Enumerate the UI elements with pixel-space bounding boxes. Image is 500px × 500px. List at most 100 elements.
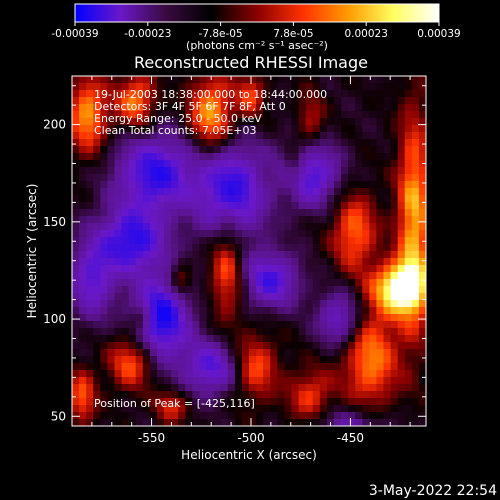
heatmap-cell (411, 181, 420, 189)
heatmap-cell (397, 335, 406, 343)
heatmap-cell (411, 216, 420, 224)
heatmap-cell (93, 328, 101, 336)
heatmap-cell (298, 314, 307, 322)
heatmap-cell (213, 279, 222, 287)
heatmap-cell (171, 125, 179, 133)
heatmap-cell (298, 356, 307, 364)
heatmap-cell (383, 265, 392, 273)
heatmap-cell (199, 300, 208, 308)
heatmap-cell (227, 209, 236, 217)
heatmap-cell (305, 139, 314, 147)
heatmap-cell (135, 377, 144, 385)
heatmap-cell (121, 244, 130, 252)
heatmap-cell (376, 419, 385, 426)
heatmap-cell (263, 342, 271, 350)
heatmap-cell (249, 356, 257, 364)
heatmap-cell (341, 104, 349, 112)
heatmap-cell (142, 125, 151, 133)
heatmap-cell (199, 139, 208, 147)
heatmap-cell (241, 230, 250, 238)
heatmap-cell (107, 328, 116, 336)
heatmap-cell (369, 139, 378, 147)
heatmap-cell (397, 307, 406, 315)
heatmap-cell (333, 307, 342, 315)
heatmap-cell (72, 188, 80, 196)
heatmap-cell (114, 153, 123, 161)
heatmap-cell (362, 321, 370, 329)
heatmap-cell (192, 398, 201, 406)
heatmap-cell (418, 286, 426, 294)
heatmap-cell (298, 342, 307, 350)
heatmap-cell (383, 307, 392, 315)
heatmap-cell (305, 125, 314, 133)
heatmap-cell (291, 363, 300, 371)
heatmap-cell (206, 265, 215, 273)
heatmap-cell (341, 209, 349, 217)
heatmap-cell (284, 132, 293, 140)
heatmap-cell (128, 132, 137, 140)
heatmap-cell (93, 202, 101, 210)
heatmap-cell (93, 321, 101, 329)
heatmap-cell (220, 307, 229, 315)
heatmap-cell (298, 391, 307, 399)
heatmap-cell (355, 419, 363, 426)
heatmap-cell (418, 230, 426, 238)
heatmap-cell (369, 314, 378, 322)
heatmap-cell (72, 202, 80, 210)
heatmap-cell (227, 363, 236, 371)
heatmap-cell (362, 244, 370, 252)
heatmap-cell (270, 244, 278, 252)
heatmap-cell (369, 76, 378, 84)
heatmap-cell (263, 132, 271, 140)
heatmap-cell (326, 90, 335, 98)
heatmap-cell (319, 132, 328, 140)
heatmap-cell (93, 349, 101, 357)
heatmap-cell (411, 167, 420, 175)
heatmap-cell (312, 265, 321, 273)
heatmap-cell (135, 237, 144, 245)
heatmap-cell (390, 202, 399, 210)
heatmap-cell (79, 237, 87, 245)
heatmap-cell (100, 202, 108, 210)
heatmap-cell (341, 377, 349, 385)
heatmap-cell (241, 174, 250, 182)
heatmap-cell (362, 377, 370, 385)
heatmap-cell (312, 167, 321, 175)
heatmap-cell (107, 83, 116, 91)
heatmap-cell (376, 209, 385, 217)
heatmap-cell (206, 97, 215, 105)
heatmap-cell (312, 97, 321, 105)
heatmap-cell (142, 363, 151, 371)
heatmap-cell (107, 251, 116, 259)
heatmap-cell (383, 146, 392, 154)
heatmap-cell (227, 328, 236, 336)
heatmap-cell (100, 314, 108, 322)
heatmap-cell (249, 419, 257, 426)
heatmap-cell (256, 335, 264, 343)
heatmap-cell (263, 188, 271, 196)
heatmap-cell (164, 321, 172, 329)
heatmap-cell (72, 146, 80, 154)
heatmap-cell (305, 419, 314, 426)
heatmap-cell (326, 160, 335, 168)
heatmap-cell (156, 132, 165, 140)
heatmap-cell (199, 104, 208, 112)
heatmap-cell (355, 237, 363, 245)
heatmap-cell (270, 307, 278, 315)
heatmap-cell (390, 356, 399, 364)
heatmap-cell (397, 118, 406, 126)
heatmap-cell (312, 153, 321, 161)
heatmap-cell (348, 272, 356, 280)
heatmap-cell (79, 111, 87, 119)
heatmap-cell (362, 272, 370, 280)
heatmap-cell (312, 370, 321, 378)
heatmap-cell (341, 384, 349, 392)
heatmap-cell (206, 286, 215, 294)
heatmap-cell (107, 202, 116, 210)
heatmap-cell (312, 202, 321, 210)
heatmap-cell (107, 377, 116, 385)
heatmap-cell (93, 230, 101, 238)
heatmap-cell (291, 237, 300, 245)
heatmap-cell (270, 111, 278, 119)
heatmap-cell (227, 307, 236, 315)
